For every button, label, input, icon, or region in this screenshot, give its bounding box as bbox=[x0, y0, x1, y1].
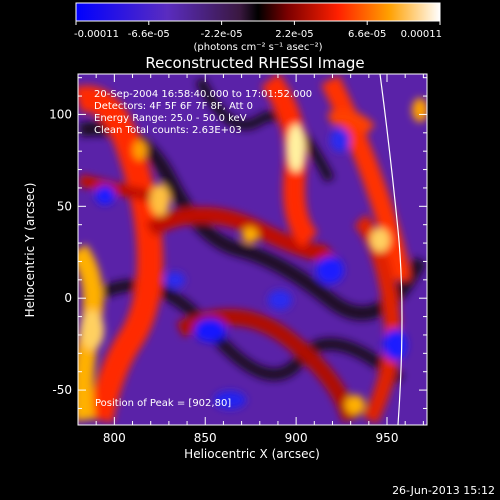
x-tick-label: 850 bbox=[194, 431, 217, 445]
axis-ticks: 800 850 900 950 -50 0 50 100 bbox=[49, 74, 427, 445]
colorbar-unit-label: (photons cm⁻² s⁻¹ asec⁻²) bbox=[193, 42, 322, 53]
annotation-line: Clean Total counts: 2.63E+03 bbox=[94, 125, 242, 136]
colorbar-ticks: -0.00011 -6.6e-05 -2.2e-05 2.2e-05 6.6e-05 0.… bbox=[74, 21, 442, 40]
x-tick-label: 900 bbox=[285, 431, 308, 445]
x-tick-label: 950 bbox=[376, 431, 399, 445]
plot-frame bbox=[77, 73, 428, 426]
y-tick-label: -50 bbox=[52, 383, 72, 397]
peak-label: Position of Peak = [902,80] bbox=[95, 398, 231, 409]
colorbar-tick-label: -0.00011 bbox=[74, 29, 119, 40]
y-axis-label: Heliocentric Y (arcsec) bbox=[23, 183, 37, 318]
x-axis-label: Heliocentric X (arcsec) bbox=[184, 447, 320, 461]
heatmap-image bbox=[78, 74, 427, 425]
timestamp: 26-Jun-2013 15:12 bbox=[392, 484, 495, 497]
solar-limb-line bbox=[379, 74, 403, 425]
annotation-line: Energy Range: 25.0 - 50.0 keV bbox=[94, 113, 247, 124]
colorbar-tick-label: -6.6e-05 bbox=[128, 29, 170, 40]
chart-title: Reconstructed RHESSI Image bbox=[145, 54, 364, 72]
y-tick-label: 100 bbox=[49, 107, 72, 121]
y-tick-label: 50 bbox=[57, 199, 72, 213]
annotation-line: 20-Sep-2004 16:58:40.000 to 17:01:52.000 bbox=[94, 89, 312, 100]
colorbar-tick-label: -2.2e-05 bbox=[201, 29, 243, 40]
annotation-block: 20-Sep-2004 16:58:40.000 to 17:01:52.000… bbox=[94, 89, 312, 136]
x-tick-label: 800 bbox=[103, 431, 126, 445]
colorbar bbox=[75, 2, 441, 22]
annotation-line: Detectors: 4F 5F 6F 7F 8F, Att 0 bbox=[94, 101, 253, 112]
colorbar-tick-label: 6.6e-05 bbox=[348, 29, 386, 40]
colorbar-tick-label: 0.00011 bbox=[401, 29, 442, 40]
y-tick-label: 0 bbox=[64, 291, 72, 305]
colorbar-tick-label: 2.2e-05 bbox=[275, 29, 313, 40]
